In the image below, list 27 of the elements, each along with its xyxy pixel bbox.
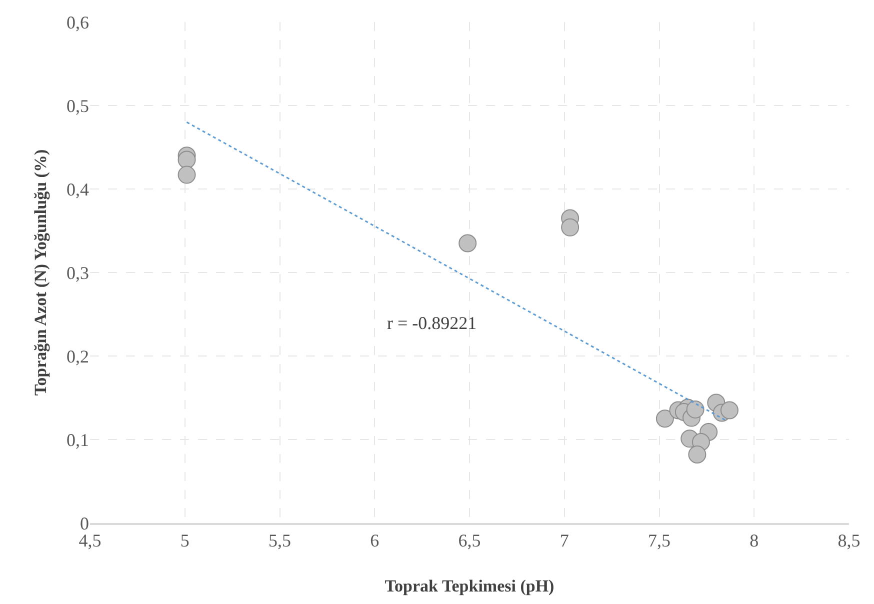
y-axis-title: Toprağın Azot (N) Yoğunluğu (%) — [31, 149, 50, 396]
point — [561, 218, 580, 236]
y-tick-label: 0,4 — [66, 179, 89, 200]
annotation: r = -0.89221 — [387, 313, 477, 333]
point — [656, 410, 674, 428]
x-tick-label: 5,5 — [268, 530, 291, 551]
point — [458, 234, 477, 252]
x-tick-label: 7,5 — [648, 530, 670, 551]
x-tick-label: 6 — [370, 530, 380, 551]
point — [178, 166, 196, 184]
point — [720, 401, 738, 420]
x-tick-label: 7 — [560, 530, 569, 551]
y-tick-label: 0 — [80, 513, 89, 534]
y-tick-label: 0,5 — [66, 96, 89, 116]
x-tick-label: 6,5 — [458, 530, 481, 551]
x-tick-label: 5 — [180, 530, 190, 551]
x-tick-label: 4,5 — [78, 530, 102, 551]
x-axis-title: Toprak Tepkimesi (pH) — [384, 576, 554, 596]
point — [688, 446, 706, 464]
point — [178, 150, 196, 169]
x-tick-label: 8,5 — [838, 530, 860, 551]
y-tick-label: 0,6 — [66, 12, 89, 32]
y-tick-label: 0,1 — [66, 430, 89, 450]
point — [686, 400, 704, 418]
y-tick-label: 0,3 — [66, 262, 89, 283]
y-tick-label: 0,2 — [66, 346, 89, 366]
x-tick-label: 8 — [750, 530, 759, 551]
